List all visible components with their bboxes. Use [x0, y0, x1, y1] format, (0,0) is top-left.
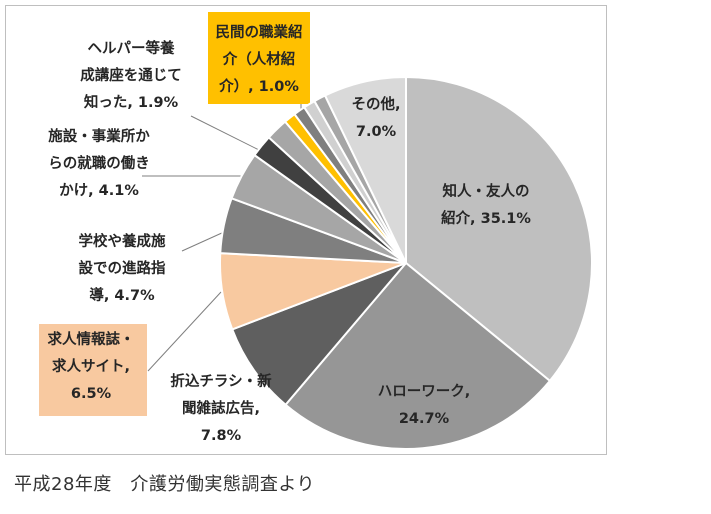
label-box-3 [39, 324, 147, 416]
leader-line-7 [190, 115, 262, 152]
pie-slice-0 [405, 75, 593, 383]
data-label-line: 成講座を通じて [80, 66, 182, 84]
data-label-line: 紹介, 35.1% [441, 209, 531, 227]
data-label-s7: ヘルパー等養成講座を通じて知った, 1.9% [80, 39, 182, 111]
data-label-line: 求人情報誌・ [48, 330, 135, 348]
data-label-s8: 民間の職業紹介（人材紹介）, 1.0% [216, 23, 303, 95]
data-label-line: らの就職の働き [48, 154, 150, 172]
data-label-s1: ハローワーク, 24.7% [378, 383, 471, 427]
data-label-line: 24.7% [399, 411, 450, 427]
label-boxes [39, 12, 310, 416]
pie-slice-2 [230, 262, 407, 407]
data-label-s3: 求人情報誌・求人サイト, 6.5% [48, 330, 135, 402]
source-caption: 平成28年度 介護労働実態調査より [14, 474, 316, 495]
data-label-line: 6.5% [71, 386, 112, 402]
data-label-line: 7.0% [356, 124, 397, 140]
data-label-s4: 学校や養成施設での進路指導, 4.7% [79, 232, 166, 304]
data-label-s0: 知人・友人の紹介, 35.1% [441, 182, 531, 227]
data-label-s2: 折込チラシ・新聞雑誌広告, 7.8% [170, 372, 272, 444]
data-label-line: 折込チラシ・新 [170, 372, 272, 390]
data-label-line: 聞雑誌広告, [182, 399, 260, 417]
leader-line-3 [147, 291, 222, 372]
pie-slice-12 [323, 75, 407, 264]
pie-slices [219, 75, 593, 450]
data-label-line: その他, [351, 95, 400, 113]
data-label-line: 知人・友人の [443, 182, 530, 200]
label-box-8 [208, 12, 310, 104]
leader-line-4 [181, 231, 225, 252]
data-label-line: 導, 4.7% [89, 286, 155, 304]
pie-slice-1 [284, 261, 552, 450]
data-label-line: 民間の職業紹 [216, 23, 303, 41]
data-label-line: ハローワーク, [378, 383, 471, 400]
data-label-line: ヘルパー等養 [88, 39, 175, 57]
slice-labels: 知人・友人の紹介, 35.1% ハローワーク, 24.7% 折込チラシ・新聞雑誌広告,… [48, 23, 532, 444]
data-label-line: かけ, 4.1% [59, 182, 139, 199]
data-label-line: 求人サイト, [52, 357, 130, 375]
data-label-line: 7.8% [201, 428, 242, 444]
data-label-line: 施設・事業所か [48, 127, 150, 145]
chart-frame: 知人・友人の紹介, 35.1% ハローワーク, 24.7% 折込チラシ・新聞雑誌広告,… [5, 5, 607, 455]
pie-chart: 知人・友人の紹介, 35.1% ハローワーク, 24.7% 折込チラシ・新聞雑誌広告,… [39, 12, 593, 450]
data-label-line: 介）, 1.0% [218, 77, 299, 95]
data-label-line: 学校や養成施 [79, 232, 166, 250]
data-label-s12: その他, 7.0% [351, 95, 400, 140]
data-label-line: 設での進路指 [79, 259, 166, 277]
data-label-line: 介（人材紹 [222, 50, 296, 68]
data-label-line: 知った, 1.9% [84, 93, 179, 111]
leader-lines [142, 104, 302, 372]
data-label-s5: 施設・事業所からの就職の働きかけ, 4.1% [48, 127, 150, 199]
